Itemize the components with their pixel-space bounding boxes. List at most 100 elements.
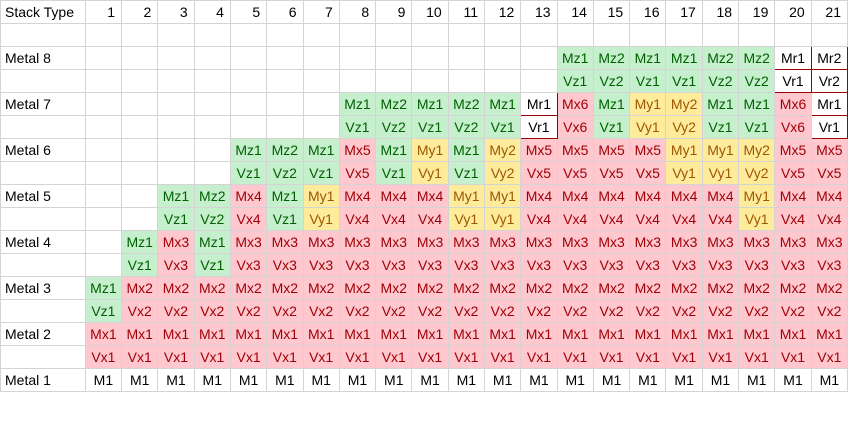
grid-cell[interactable]: Vx4 xyxy=(338,207,377,231)
grid-cell[interactable]: Mx4 xyxy=(701,184,740,208)
grid-cell[interactable]: Vx2 xyxy=(229,299,268,323)
grid-cell[interactable] xyxy=(338,23,377,47)
grid-cell[interactable] xyxy=(447,46,486,70)
grid-cell[interactable]: Vx4 xyxy=(629,207,667,231)
grid-cell[interactable]: Mx3 xyxy=(520,230,558,254)
grid-cell[interactable] xyxy=(556,23,594,47)
grid-cell[interactable]: Vz1 xyxy=(483,115,522,139)
grid-cell[interactable] xyxy=(157,69,195,93)
grid-cell[interactable]: Mx4 xyxy=(411,184,449,208)
column-header-14[interactable]: 14 xyxy=(556,0,594,24)
grid-cell[interactable]: Mx5 xyxy=(556,138,594,162)
grid-cell[interactable]: Vr1 xyxy=(810,115,848,139)
grid-cell[interactable]: Vx6 xyxy=(774,115,812,139)
grid-cell[interactable]: Mx4 xyxy=(810,184,848,208)
grid-cell[interactable]: Vx2 xyxy=(483,299,522,323)
grid-cell[interactable] xyxy=(157,23,195,47)
grid-cell[interactable]: Vx2 xyxy=(520,299,558,323)
grid-cell[interactable] xyxy=(738,23,776,47)
grid-cell[interactable]: Vy1 xyxy=(447,207,486,231)
grid-cell[interactable]: Vx1 xyxy=(701,345,740,369)
grid-cell[interactable]: Vx1 xyxy=(810,345,848,369)
column-header-9[interactable]: 9 xyxy=(375,0,413,24)
row-label[interactable]: Metal 5 xyxy=(0,184,86,208)
grid-cell[interactable] xyxy=(193,161,231,185)
grid-cell[interactable]: Mx4 xyxy=(556,184,594,208)
grid-cell[interactable]: Mx4 xyxy=(774,184,812,208)
grid-cell[interactable]: Mx3 xyxy=(229,230,268,254)
grid-cell[interactable]: Vx5 xyxy=(629,161,667,185)
grid-cell[interactable] xyxy=(338,46,377,70)
grid-cell[interactable]: Vx1 xyxy=(229,345,268,369)
grid-cell[interactable]: Vx1 xyxy=(483,345,522,369)
grid-cell[interactable]: Vx1 xyxy=(193,345,231,369)
grid-cell[interactable]: Mz1 xyxy=(229,138,268,162)
grid-cell[interactable]: Mx2 xyxy=(665,276,703,300)
grid-cell[interactable]: Mx4 xyxy=(592,184,631,208)
grid-cell[interactable] xyxy=(520,69,558,93)
column-header-4[interactable]: 4 xyxy=(193,0,231,24)
grid-cell[interactable]: Mz2 xyxy=(592,46,631,70)
grid-cell[interactable]: Vx5 xyxy=(338,161,377,185)
grid-cell[interactable] xyxy=(121,23,159,47)
grid-cell[interactable] xyxy=(302,69,340,93)
grid-cell[interactable] xyxy=(302,92,340,116)
grid-cell[interactable]: Mx1 xyxy=(774,322,812,346)
grid-cell[interactable]: Vx3 xyxy=(738,253,776,277)
grid-cell[interactable]: Mz1 xyxy=(193,230,231,254)
column-header-7[interactable]: 7 xyxy=(302,0,340,24)
grid-cell[interactable]: Vz1 xyxy=(411,115,449,139)
row-label[interactable] xyxy=(0,345,86,369)
grid-cell[interactable] xyxy=(774,23,812,47)
grid-cell[interactable]: Vx2 xyxy=(629,299,667,323)
grid-cell[interactable] xyxy=(157,46,195,70)
grid-cell[interactable]: M1 xyxy=(447,368,486,392)
grid-cell[interactable]: M1 xyxy=(338,368,377,392)
column-header-3[interactable]: 3 xyxy=(157,0,195,24)
grid-cell[interactable]: Mx1 xyxy=(266,322,304,346)
grid-cell[interactable]: Vz1 xyxy=(629,69,667,93)
grid-cell[interactable] xyxy=(483,23,522,47)
grid-cell[interactable]: Vx2 xyxy=(266,299,304,323)
grid-cell[interactable] xyxy=(121,69,159,93)
grid-cell[interactable]: My1 xyxy=(447,184,486,208)
grid-cell[interactable]: Vx5 xyxy=(520,161,558,185)
row-label[interactable]: Metal 1 xyxy=(0,368,86,392)
column-header-1[interactable]: 1 xyxy=(84,0,123,24)
grid-cell[interactable]: Mx2 xyxy=(483,276,522,300)
grid-cell[interactable]: Vz1 xyxy=(266,207,304,231)
grid-cell[interactable]: Mx1 xyxy=(229,322,268,346)
grid-cell[interactable]: Vx3 xyxy=(229,253,268,277)
grid-cell[interactable]: Vx2 xyxy=(592,299,631,323)
grid-cell[interactable]: Vz2 xyxy=(375,115,413,139)
column-header-5[interactable]: 5 xyxy=(229,0,268,24)
grid-cell[interactable]: Vr2 xyxy=(810,69,848,93)
grid-cell[interactable]: M1 xyxy=(629,368,667,392)
grid-cell[interactable]: M1 xyxy=(774,368,812,392)
grid-cell[interactable]: Mx3 xyxy=(810,230,848,254)
grid-cell[interactable]: Mx5 xyxy=(592,138,631,162)
grid-cell[interactable]: Vx3 xyxy=(411,253,449,277)
row-label[interactable]: Metal 4 xyxy=(0,230,86,254)
column-header-21[interactable]: 21 xyxy=(810,0,848,24)
grid-cell[interactable]: Mz1 xyxy=(556,46,594,70)
grid-cell[interactable] xyxy=(193,92,231,116)
grid-cell[interactable]: Mx4 xyxy=(229,184,268,208)
grid-cell[interactable]: Vx4 xyxy=(665,207,703,231)
grid-cell[interactable]: Vx1 xyxy=(266,345,304,369)
grid-cell[interactable]: Vx4 xyxy=(375,207,413,231)
grid-cell[interactable]: Mx2 xyxy=(701,276,740,300)
grid-cell[interactable]: Vx1 xyxy=(302,345,340,369)
grid-cell[interactable] xyxy=(411,69,449,93)
grid-cell[interactable]: Vy2 xyxy=(665,115,703,139)
grid-cell[interactable]: Mx2 xyxy=(629,276,667,300)
grid-cell[interactable]: Vx3 xyxy=(665,253,703,277)
grid-cell[interactable] xyxy=(84,253,123,277)
grid-cell[interactable]: Mx1 xyxy=(556,322,594,346)
grid-cell[interactable]: Vx4 xyxy=(556,207,594,231)
grid-cell[interactable]: M1 xyxy=(483,368,522,392)
grid-cell[interactable]: Vx3 xyxy=(774,253,812,277)
grid-cell[interactable]: Mx2 xyxy=(447,276,486,300)
grid-cell[interactable]: M1 xyxy=(738,368,776,392)
grid-cell[interactable] xyxy=(302,115,340,139)
